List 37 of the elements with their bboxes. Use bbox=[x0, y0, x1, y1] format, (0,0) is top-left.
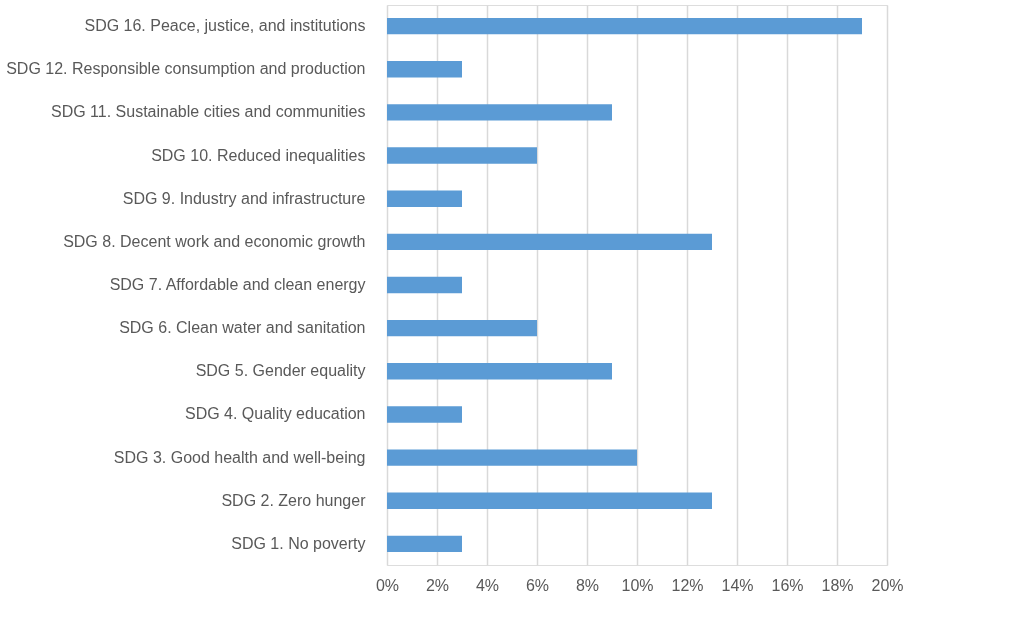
x-tick-label: 16% bbox=[771, 576, 804, 594]
x-tick-label: 4% bbox=[475, 576, 500, 594]
x-tick-label: 2% bbox=[425, 576, 450, 594]
y-tick-label: SDG 6. Clean water and sanitation bbox=[119, 319, 366, 337]
x-tick-label: 20% bbox=[871, 576, 904, 594]
bar bbox=[387, 147, 537, 164]
x-tick-label: 0% bbox=[375, 576, 400, 594]
y-tick-label: SDG 11. Sustainable cities and communities bbox=[50, 103, 366, 121]
bar bbox=[387, 17, 862, 35]
bar bbox=[387, 190, 462, 207]
x-tick-label: 14% bbox=[721, 576, 754, 594]
y-tick-label: SDG 4. Quality education bbox=[184, 405, 366, 423]
y-tick-label: SDG 8. Decent work and economic growth bbox=[63, 232, 366, 250]
bar bbox=[387, 276, 462, 294]
x-tick-label: 12% bbox=[671, 576, 704, 594]
y-tick-label: SDG 16. Peace, justice, and institutions bbox=[84, 17, 366, 35]
y-tick-label: SDG 7. Affordable and clean energy bbox=[109, 276, 366, 293]
y-tick-label: SDG 2. Zero hunger bbox=[221, 491, 367, 509]
bar bbox=[387, 61, 462, 78]
y-tick-label: SDG 5. Gender equality bbox=[195, 362, 366, 380]
bar bbox=[387, 363, 612, 380]
x-tick-label: 6% bbox=[525, 576, 550, 594]
bar bbox=[387, 406, 462, 423]
bar bbox=[387, 492, 712, 509]
x-tick-label: 10% bbox=[621, 576, 654, 594]
bar bbox=[387, 319, 537, 337]
bar bbox=[387, 104, 612, 121]
y-tick-label: SDG 12. Responsible consumption and production bbox=[6, 60, 366, 78]
y-tick-label: SDG 10. Reduced inequalities bbox=[151, 146, 366, 164]
bar bbox=[387, 233, 712, 251]
y-tick-label: SDG 9. Industry and infrastructure bbox=[122, 189, 366, 207]
x-tick-label: 8% bbox=[575, 576, 600, 594]
x-tick-label: 18% bbox=[821, 576, 854, 594]
bar bbox=[387, 449, 637, 466]
y-tick-label: SDG 1. No poverty bbox=[231, 534, 366, 552]
bar bbox=[387, 535, 462, 553]
y-tick-label: SDG 3. Good health and well-being bbox=[113, 448, 366, 466]
